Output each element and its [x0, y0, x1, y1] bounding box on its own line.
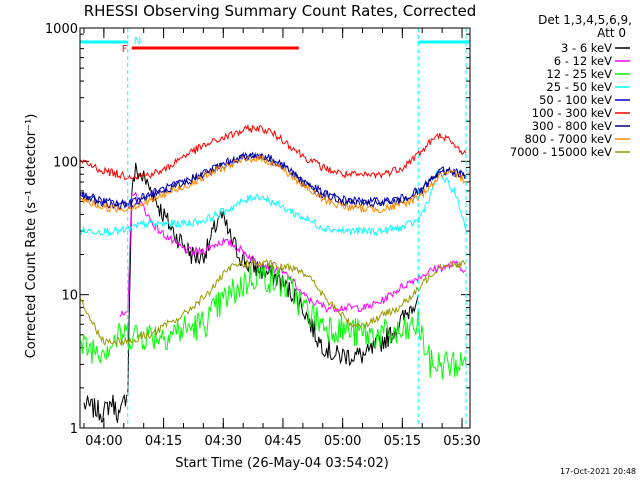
- legend-label: 25 - 50 keV: [546, 80, 612, 94]
- x-tick-label: 04:00: [85, 434, 122, 449]
- legend-label: 300 - 800 keV: [532, 119, 612, 133]
- legend-label: 12 - 25 keV: [546, 67, 612, 81]
- y-tick-label: 100: [53, 155, 78, 170]
- night-flag-label: N: [134, 36, 141, 47]
- series-line: [79, 263, 467, 380]
- series-line: [119, 191, 467, 318]
- series-line: [79, 123, 467, 181]
- x-tick-label: 04:30: [205, 434, 242, 449]
- y-tick-label: 1000: [45, 22, 78, 37]
- y-tick-label: 10: [61, 289, 78, 304]
- legend-header-line-2: Att 0: [597, 26, 626, 40]
- series-line: [79, 153, 467, 213]
- series-line: [83, 162, 419, 423]
- legend-label: 100 - 300 keV: [532, 106, 612, 120]
- plot-frame: [79, 27, 471, 429]
- y-axis-label: Corrected Count Rate (s⁻¹ detector⁻¹): [24, 114, 39, 359]
- x-tick-label: 05:15: [384, 434, 421, 449]
- x-tick-label: 05:30: [443, 434, 480, 449]
- legend-label: 50 - 100 keV: [539, 93, 612, 107]
- series-line: [79, 258, 467, 347]
- x-tick-label: 05:00: [324, 434, 361, 449]
- series-line: [79, 167, 467, 237]
- legend-label: 3 - 6 keV: [561, 41, 612, 55]
- legend-header-line-1: Det 1,3,4,5,6,9,: [538, 13, 632, 27]
- x-tick-label: 04:45: [264, 434, 301, 449]
- render-timestamp: 17-Oct-2021 20:48: [560, 467, 636, 476]
- legend-label: 6 - 12 keV: [554, 54, 612, 68]
- x-tick-label: 04:15: [145, 434, 182, 449]
- legend-label: 800 - 7000 keV: [524, 132, 612, 146]
- plot-area: 1 10 100 1000 04:00 04:15 04:30 04:45 05:00 05:15…: [45, 22, 481, 449]
- x-axis-label: Start Time (26-May-04 03:54:02): [175, 456, 389, 471]
- chart-title: RHESSI Observing Summary Count Rates, Co…: [84, 2, 477, 20]
- legend-label: 7000 - 15000 keV: [510, 145, 612, 159]
- y-tick-label: 1: [70, 422, 78, 437]
- flare-flag-label: F: [122, 44, 128, 55]
